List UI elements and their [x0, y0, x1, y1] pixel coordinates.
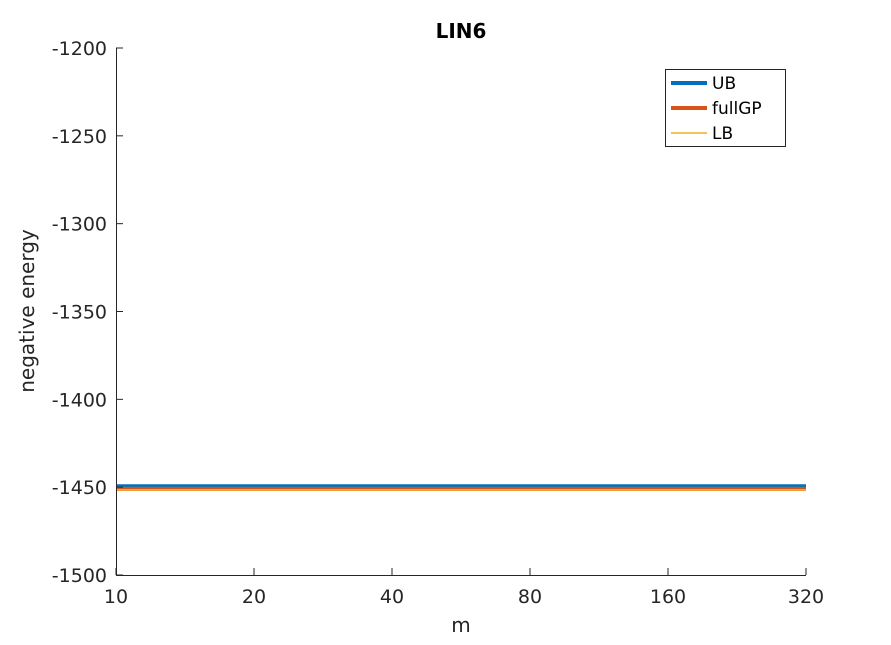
legend: UB fullGP LB — [665, 69, 786, 147]
chart-title: LIN6 — [436, 19, 487, 43]
x-tick-label: 320 — [788, 586, 824, 608]
x-axis-title: m — [451, 613, 470, 637]
y-tick-label: -1200 — [52, 38, 107, 60]
legend-label-fullgp: fullGP — [712, 99, 762, 119]
y-tick-label: -1250 — [52, 126, 107, 148]
legend-label-ub: UB — [712, 74, 736, 94]
y-axis-title: negative energy — [15, 229, 39, 393]
legend-label-lb: LB — [712, 124, 733, 144]
series-layer — [116, 484, 806, 491]
x-tick-label: 20 — [242, 586, 266, 608]
y-tick-label: -1400 — [52, 389, 107, 411]
x-tick-label: 160 — [650, 586, 686, 608]
y-tick-label: -1450 — [52, 477, 107, 499]
x-tick-label: 10 — [104, 586, 128, 608]
x-tick-label: 80 — [518, 586, 542, 608]
y-tick-label: -1300 — [52, 214, 107, 236]
ticks-layer: 10 20 40 80 160 320 -1200 -1250 -1300 -1350 -1400 -… — [52, 38, 824, 608]
y-tick-label: -1350 — [52, 302, 107, 324]
x-tick-label: 40 — [380, 586, 404, 608]
y-tick-label: -1500 — [52, 565, 107, 587]
